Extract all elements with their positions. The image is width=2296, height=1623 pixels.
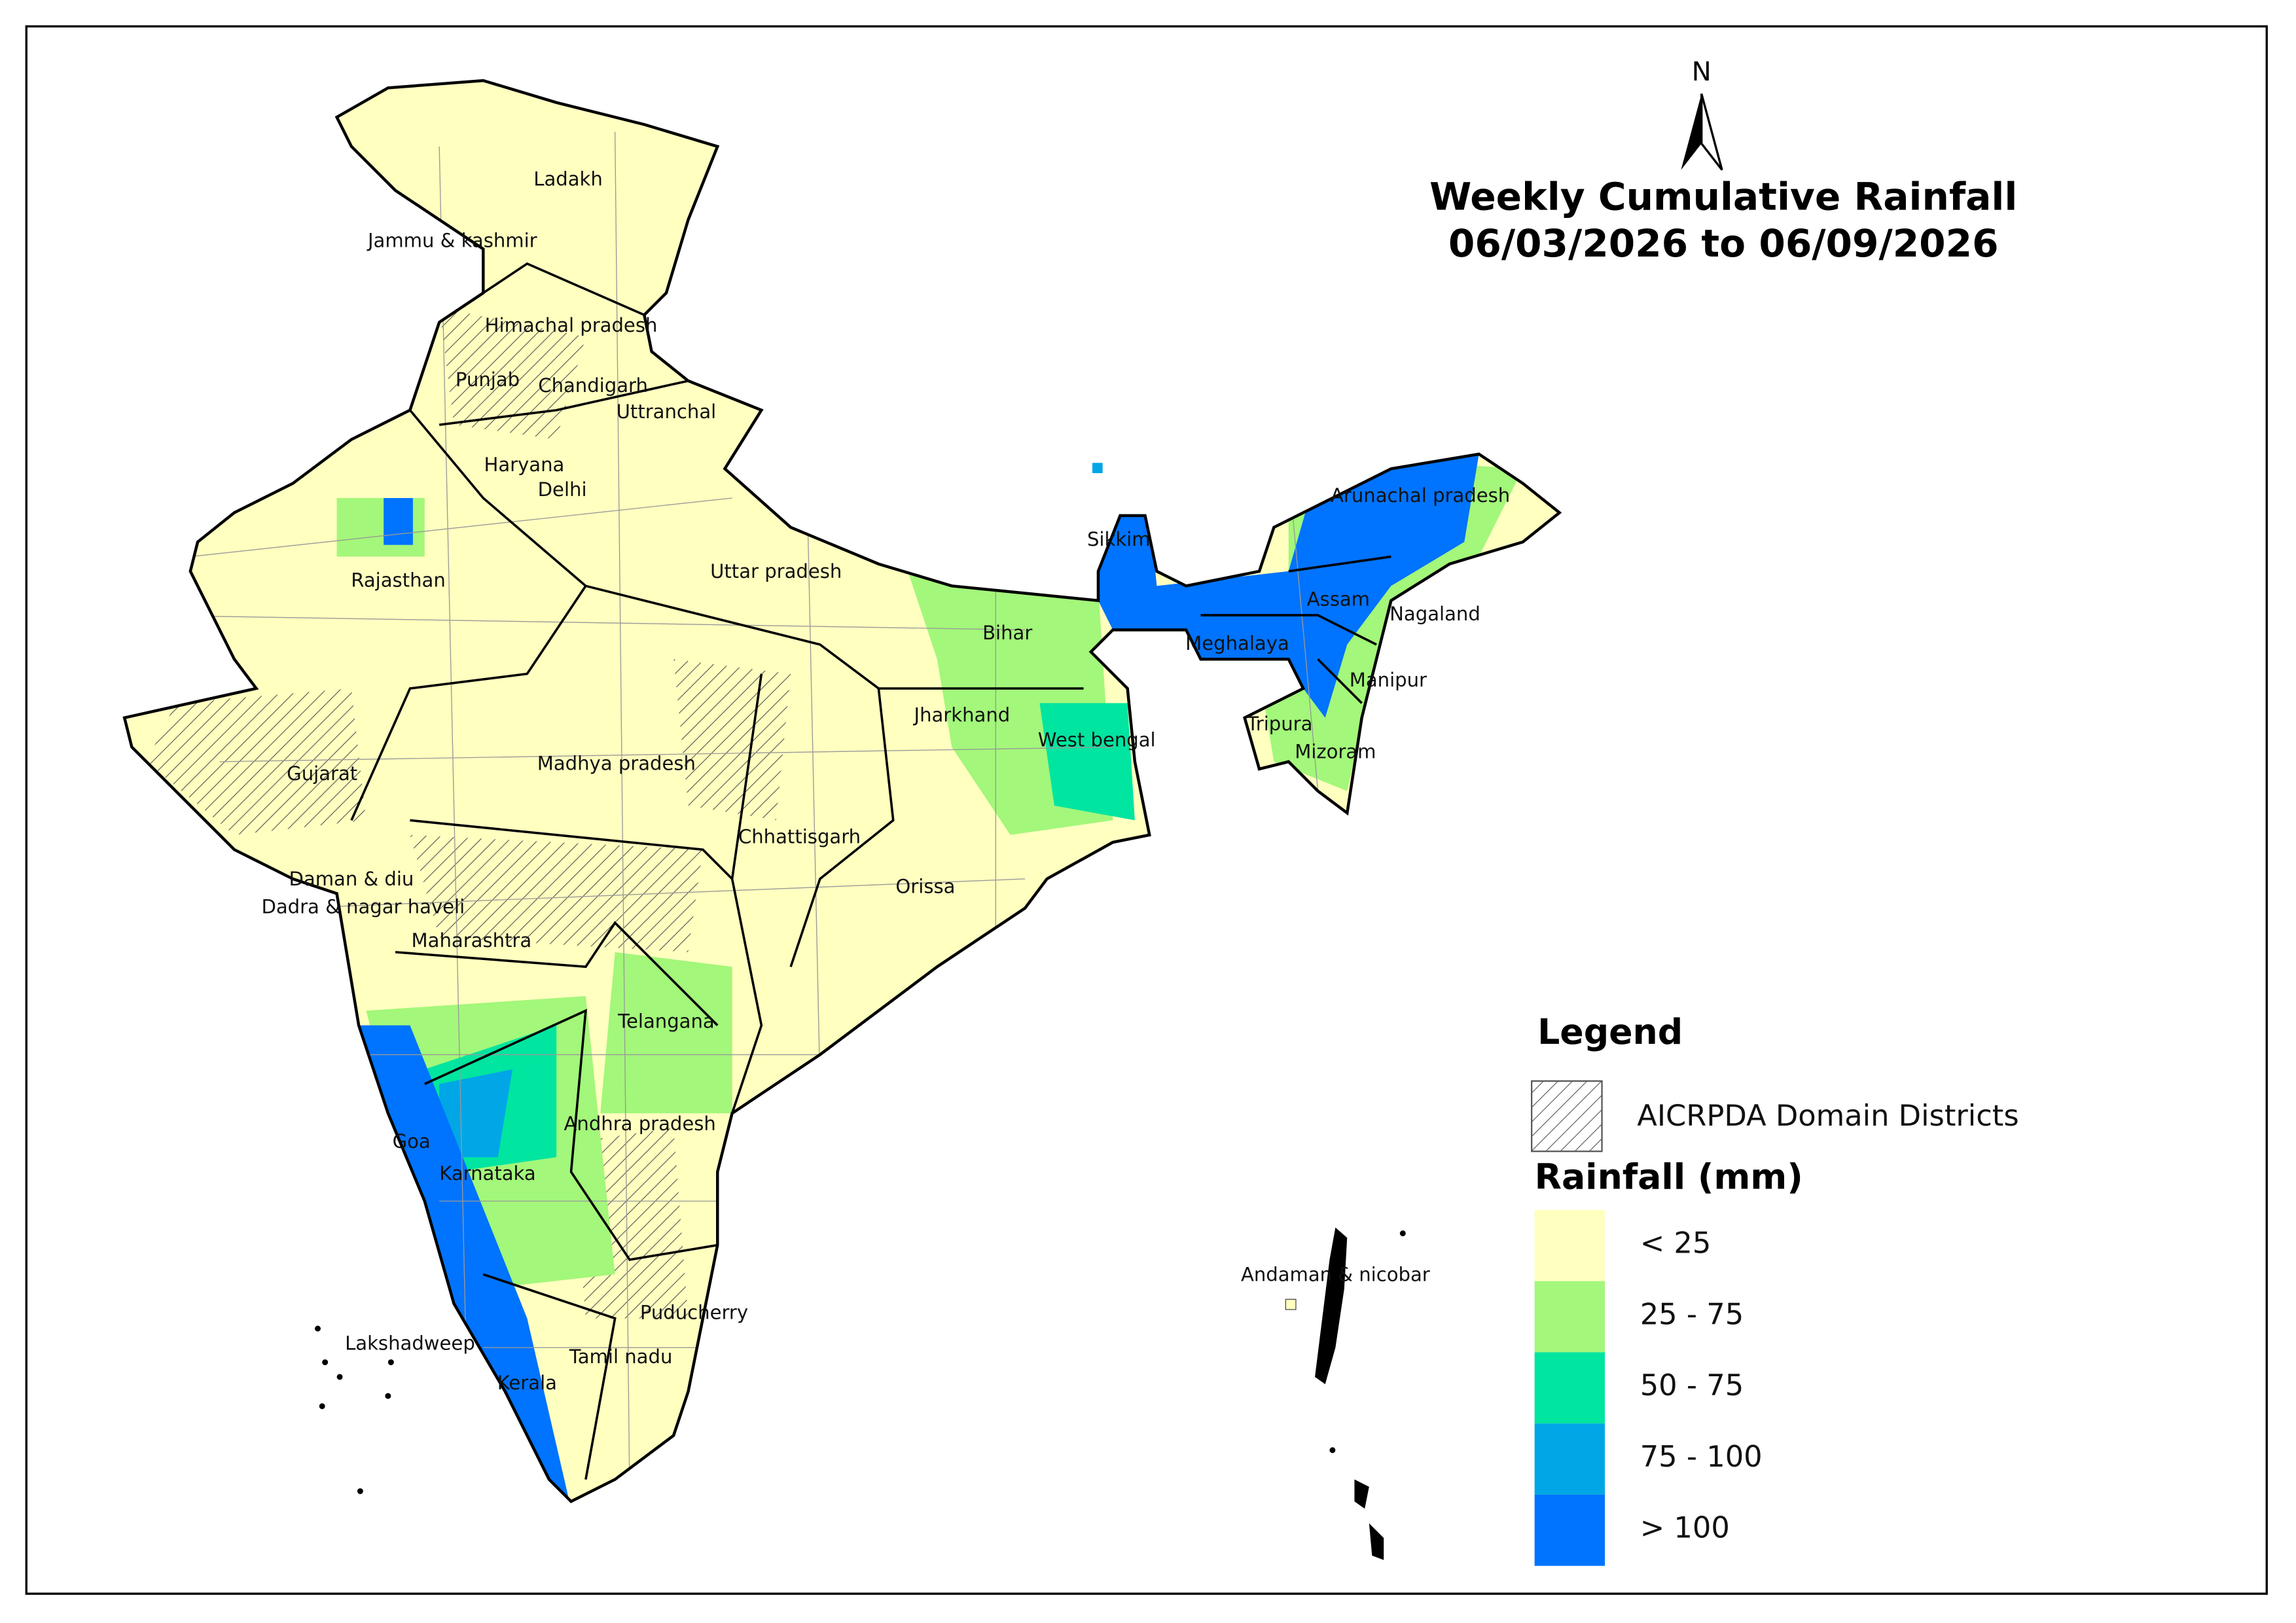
domain-hatch <box>410 834 703 952</box>
rain-patch <box>384 498 413 545</box>
island <box>357 1488 363 1495</box>
state-label: Sikkim <box>1087 528 1151 550</box>
rain-patch <box>1039 703 1135 821</box>
state-label: Jammu & kashmir <box>367 229 537 251</box>
state-label: Andaman & nicobar <box>1241 1264 1430 1286</box>
island <box>387 1359 394 1366</box>
state-label: Puducherry <box>640 1302 748 1324</box>
title-line: Weekly Cumulative Rainfall <box>1429 175 2017 219</box>
rain-patch <box>439 1069 513 1158</box>
rain-patch <box>1090 454 1479 718</box>
rainfall-swatch <box>1534 1209 1605 1281</box>
state-label: Maharashtra <box>412 929 532 952</box>
state-label: Nagaland <box>1390 603 1480 625</box>
state-label: Uttranchal <box>617 401 717 423</box>
state-label: Delhi <box>538 478 587 501</box>
state-label: Goa <box>393 1130 431 1152</box>
rainfall-class-label: < 25 <box>1640 1226 1712 1260</box>
island <box>1399 1230 1406 1237</box>
island <box>385 1393 391 1399</box>
state-label: Orissa <box>895 875 955 897</box>
district-lines <box>146 132 1319 1495</box>
island-cell <box>1285 1298 1297 1310</box>
andaman-islands <box>1315 1227 1348 1385</box>
island <box>315 1325 321 1332</box>
state-label: Karnataka <box>439 1162 535 1185</box>
rainfall-class-label: 50 - 75 <box>1640 1368 1744 1402</box>
state-label: Telangana <box>617 1010 715 1032</box>
domain-hatch <box>439 308 586 440</box>
island <box>322 1359 329 1366</box>
state-label: Haryana <box>484 454 564 476</box>
state-label: Tripura <box>1246 713 1312 735</box>
state-label: Tamil nadu <box>569 1346 673 1368</box>
state-label: Ladakh <box>533 168 603 190</box>
rainfall-class-label: 25 - 75 <box>1640 1296 1744 1331</box>
state-label: Punjab <box>456 368 520 391</box>
state-lines <box>350 262 1391 1480</box>
rain-cell <box>1092 463 1103 473</box>
nicobar-island <box>1354 1479 1369 1509</box>
state-label: Bihar <box>982 622 1032 644</box>
legend: Legend AICRPDA Domain Districts Rainfall… <box>1531 1011 2019 1566</box>
state-label: Daman & diu <box>289 868 414 890</box>
rain-patches <box>146 308 1523 1502</box>
north-label: N <box>1692 57 1712 87</box>
rain-patch <box>351 1025 571 1502</box>
state-label: Meghalaya <box>1185 632 1289 654</box>
domain-hatch <box>673 659 791 821</box>
state-label: Chhattisgarh <box>738 825 861 847</box>
state-label: Himachal pradesh <box>485 314 658 336</box>
state-label: Andhra pradesh <box>564 1113 716 1135</box>
domain-label: AICRPDA Domain Districts <box>1637 1098 2018 1133</box>
india-map: Ladakh Jammu & kashmir Himachal pradesh Pun… <box>124 80 1560 1560</box>
rainfall-title: Rainfall (mm) <box>1535 1156 1803 1197</box>
nicobar-island <box>1369 1523 1384 1560</box>
state-label: Manipur <box>1350 669 1427 691</box>
rainfall-swatch <box>1534 1494 1605 1566</box>
rainfall-swatch <box>1534 1352 1605 1424</box>
island <box>336 1374 343 1380</box>
rainfall-class-label: > 100 <box>1640 1510 1730 1545</box>
state-label: Lakshadweep <box>345 1332 475 1355</box>
title-line: 06/03/2026 to 06/09/2026 <box>1448 221 1999 266</box>
state-label: Uttar pradesh <box>710 560 842 582</box>
domain-hatch <box>146 688 367 835</box>
state-label: Rajasthan <box>351 569 445 592</box>
state-label: West bengal <box>1038 729 1156 751</box>
state-label: Mizoram <box>1295 740 1376 762</box>
domain-swatch <box>1531 1080 1603 1152</box>
state-label: Assam <box>1307 588 1370 611</box>
state-label: Arunachal pradesh <box>1331 484 1510 507</box>
rainfall-swatch <box>1534 1281 1605 1353</box>
rain-patch <box>600 952 732 1114</box>
rainfall-class-label: 75 - 100 <box>1640 1439 1763 1474</box>
state-label: Dadra & nagar haveli <box>261 896 465 918</box>
state-label: Jharkhand <box>913 704 1011 726</box>
state-label: Madhya pradesh <box>537 752 696 774</box>
state-label: Chandigarh <box>538 374 648 397</box>
state-label: Gujarat <box>287 762 357 785</box>
arrow-half <box>1700 93 1723 171</box>
legend-title: Legend <box>1537 1011 1683 1052</box>
island <box>1329 1447 1336 1454</box>
state-labels: Ladakh Jammu & kashmir Himachal pradesh Pun… <box>261 168 1510 1394</box>
state-label: Kerala <box>497 1372 557 1394</box>
rainfall-swatch <box>1534 1423 1605 1495</box>
island <box>319 1403 325 1410</box>
islands <box>315 463 1406 1560</box>
